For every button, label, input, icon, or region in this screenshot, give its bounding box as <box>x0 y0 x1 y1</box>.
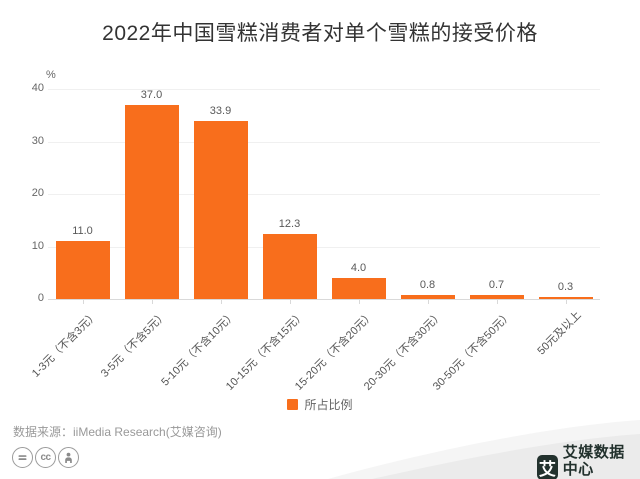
legend-label: 所占比例 <box>304 398 353 412</box>
bar-value-label: 0.8 <box>419 278 436 291</box>
y-tick-label: 30 <box>31 134 44 147</box>
bar-value-label: 11.0 <box>72 225 93 238</box>
bar-2 <box>124 104 179 299</box>
bar-5 <box>331 278 386 299</box>
iimedia-logo-icon: 艾 <box>537 455 558 479</box>
bar-value-label: 33.9 <box>209 105 232 118</box>
bar-4 <box>262 234 317 299</box>
iimedia-branding: 艾 艾媒数据中心 data.iimedia.cn <box>537 444 640 479</box>
legend-swatch <box>287 399 299 410</box>
license-icons: cc <box>12 447 79 468</box>
y-axis-unit: % <box>46 69 56 81</box>
x-tick-mark <box>82 300 84 304</box>
gridline <box>48 89 600 90</box>
brand-text: 艾媒数据中心 data.iimedia.cn <box>562 444 640 479</box>
x-tick-mark <box>289 300 291 304</box>
bar-value-label: 12.3 <box>278 218 301 231</box>
y-tick-label: 40 <box>31 82 44 94</box>
bar-7 <box>469 295 524 299</box>
x-tick-mark <box>565 300 567 304</box>
corner-swoosh-decoration <box>328 420 640 479</box>
bar-value-label: 4.0 <box>350 262 367 274</box>
legend: 所占比例 <box>0 396 640 413</box>
bar-value-label: 37.0 <box>140 88 163 101</box>
gridline <box>48 194 600 195</box>
y-tick-label: 0 <box>37 292 44 304</box>
brand-name: 艾媒数据中心 <box>562 444 625 478</box>
bar-1 <box>55 241 110 299</box>
y-tick-label: 10 <box>31 239 44 252</box>
x-tick-mark <box>220 300 222 304</box>
x-tick-mark <box>427 300 429 304</box>
y-tick-label: 20 <box>31 187 44 199</box>
x-category-label: 50元及以上 <box>534 309 584 358</box>
attribution-icon <box>58 447 79 468</box>
equals-icon <box>12 447 33 468</box>
x-category-label: 3-5元（不含5元） <box>98 309 170 380</box>
bar-value-label: 0.3 <box>557 281 574 293</box>
gridline <box>48 141 600 143</box>
x-tick-mark <box>496 300 498 304</box>
cc-icon: cc <box>35 447 56 468</box>
plot-area: % 0 10 20 30 40 11.0 1-3元（不含3元） 37.0 3-5元（不含5元） 3… <box>29 69 600 393</box>
bar-8 <box>538 297 593 299</box>
x-axis-line <box>48 299 600 300</box>
chart-title: 2022年中国雪糕消费者对单个雪糕的接受价格 <box>102 22 538 45</box>
gridline <box>48 246 600 248</box>
bar-6 <box>400 294 455 299</box>
x-category-label: 1-3元（不含3元） <box>29 309 101 380</box>
x-tick-mark <box>358 300 360 304</box>
bar-3 <box>193 121 248 299</box>
bar-value-label: 0.7 <box>488 279 505 292</box>
data-source: 数据来源：iiMedia Research(艾媒咨询) <box>13 425 222 439</box>
x-tick-mark <box>151 300 153 304</box>
